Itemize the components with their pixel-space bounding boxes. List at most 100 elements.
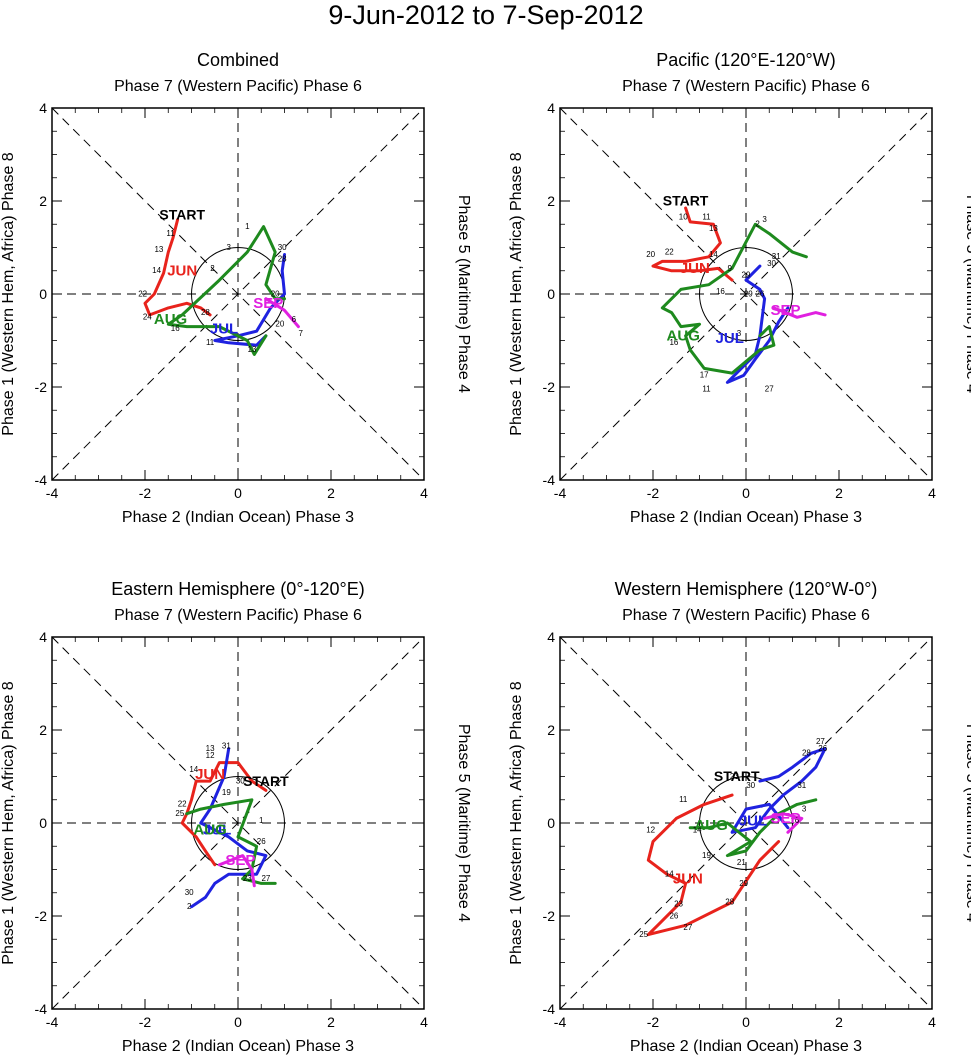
panel-title: Western Hemisphere (120°W-0°) [615,579,878,599]
x-tick-label: -2 [139,485,152,501]
day-label: 12 [646,825,655,834]
month-label-jul: JUL [210,321,238,338]
day-label: 14 [709,250,718,259]
day-label: 11 [702,213,711,222]
day-label: 19 [222,788,231,797]
trajectory-aug [660,222,808,375]
panel-title: Eastern Hemisphere (0°-120°E) [111,579,365,599]
month-label-sep: SEP [225,852,255,869]
figure-title: 9-Jun-2012 to 7-Sep-2012 [328,0,643,30]
day-label: 1 [259,816,264,825]
y-tick-label: 0 [547,286,555,302]
top-axis-label: Phase 7 (Western Pacific) Phase 6 [622,607,870,624]
day-label: 9 [727,264,732,273]
month-label-jul: JUL [716,330,744,347]
x-tick-label: -2 [647,1014,660,1030]
month-label-aug: AUG [193,822,226,839]
x-tick-label: 4 [928,1014,936,1030]
day-label: 14 [189,765,198,774]
panel-title: Combined [197,50,279,70]
y-tick-label: 0 [39,286,47,302]
day-label: 12 [206,751,215,760]
month-label-sep: SEP [771,302,801,319]
x-tick-label: -4 [554,1014,567,1030]
day-label: 16 [790,816,799,825]
day-label: 16 [669,338,678,347]
trajectory-sep [264,297,300,329]
day-label: 2 [755,220,760,229]
day-label: 13 [247,345,256,354]
y-axis-label: Phase 1 (Western Hem, Africa) Phase 8 [0,681,17,964]
day-label: 26 [755,289,764,298]
top-axis-label: Phase 7 (Western Pacific) Phase 6 [114,78,362,95]
y-tick-label: -2 [543,908,556,924]
x-tick-label: -4 [554,485,567,501]
day-label: 11 [166,229,175,238]
day-label: 26 [818,744,827,753]
start-label: START [159,207,205,223]
day-label: 13 [154,245,163,254]
trajectory-aug [185,798,277,885]
unit-amplitude-circle [699,776,793,870]
day-label: 3 [226,243,231,252]
y-tick-label: 0 [547,815,555,831]
month-label-aug: AUG [667,328,700,345]
day-label: 23 [730,772,739,781]
day-label: 11 [679,795,688,804]
x-tick-label: 4 [928,485,936,501]
day-label: 31 [222,742,231,751]
day-label: 20 [271,289,280,298]
month-label-sep: SEP [253,295,283,312]
day-label: 27 [765,385,774,394]
trajectory-jun [651,206,734,282]
y-tick-label: -4 [543,472,556,488]
y-axis-label: Phase 1 (Western Hem, Africa) Phase 8 [508,681,525,964]
y-tick-label: -2 [543,379,556,395]
trajectory-aug [166,225,286,356]
day-label: 27 [683,923,692,932]
x-tick-label: 2 [327,485,335,501]
day-label: 28 [725,897,734,906]
day-label: 24 [143,313,152,322]
day-label: 29 [744,289,753,298]
y-tick-label: -2 [35,379,48,395]
x-tick-label: 0 [742,1014,750,1030]
y-tick-label: 4 [39,100,47,116]
panel-eastern-hemisphere: Eastern Hemisphere (0°-120°E) Phase 7 (We… [0,579,472,1055]
x-axis-label: Phase 2 (Indian Ocean) Phase 3 [630,509,862,526]
x-tick-label: 4 [420,485,428,501]
day-label: 30 [278,243,287,252]
month-label-aug: AUG [154,311,187,328]
x-tick-label: 0 [234,485,242,501]
trajectory-sep [772,306,827,319]
day-label: 31 [797,781,806,790]
day-label: 16 [716,287,725,296]
day-label: 31 [772,252,781,261]
x-tick-label: 0 [742,485,750,501]
day-label: 14 [693,825,702,834]
day-label: 22 [178,800,187,809]
y-tick-label: 2 [547,193,555,209]
day-label: 26 [257,837,266,846]
panel-title: Pacific (120°E-120°W) [656,50,835,70]
day-label: 3 [802,804,807,813]
day-label: 22 [138,289,147,298]
month-label-sep: SEP [771,810,801,827]
trajectory-jul [213,253,286,347]
x-tick-label: -2 [139,1014,152,1030]
day-label: 20 [275,320,284,329]
day-label: 27 [816,737,825,746]
day-label: 6 [292,315,297,324]
y-tick-label: -2 [35,908,48,924]
day-label: 13 [206,744,215,753]
day-label: 11 [206,338,215,347]
y-tick-label: 4 [547,629,555,645]
day-label: 17 [700,371,709,380]
x-axis-label: Phase 2 (Indian Ocean) Phase 3 [122,1038,354,1055]
day-label: 2 [210,264,215,273]
x-tick-label: -4 [46,1014,59,1030]
month-label-jun: JUN [195,766,225,783]
trajectory-jun [180,761,268,867]
day-label: 28 [201,308,210,317]
